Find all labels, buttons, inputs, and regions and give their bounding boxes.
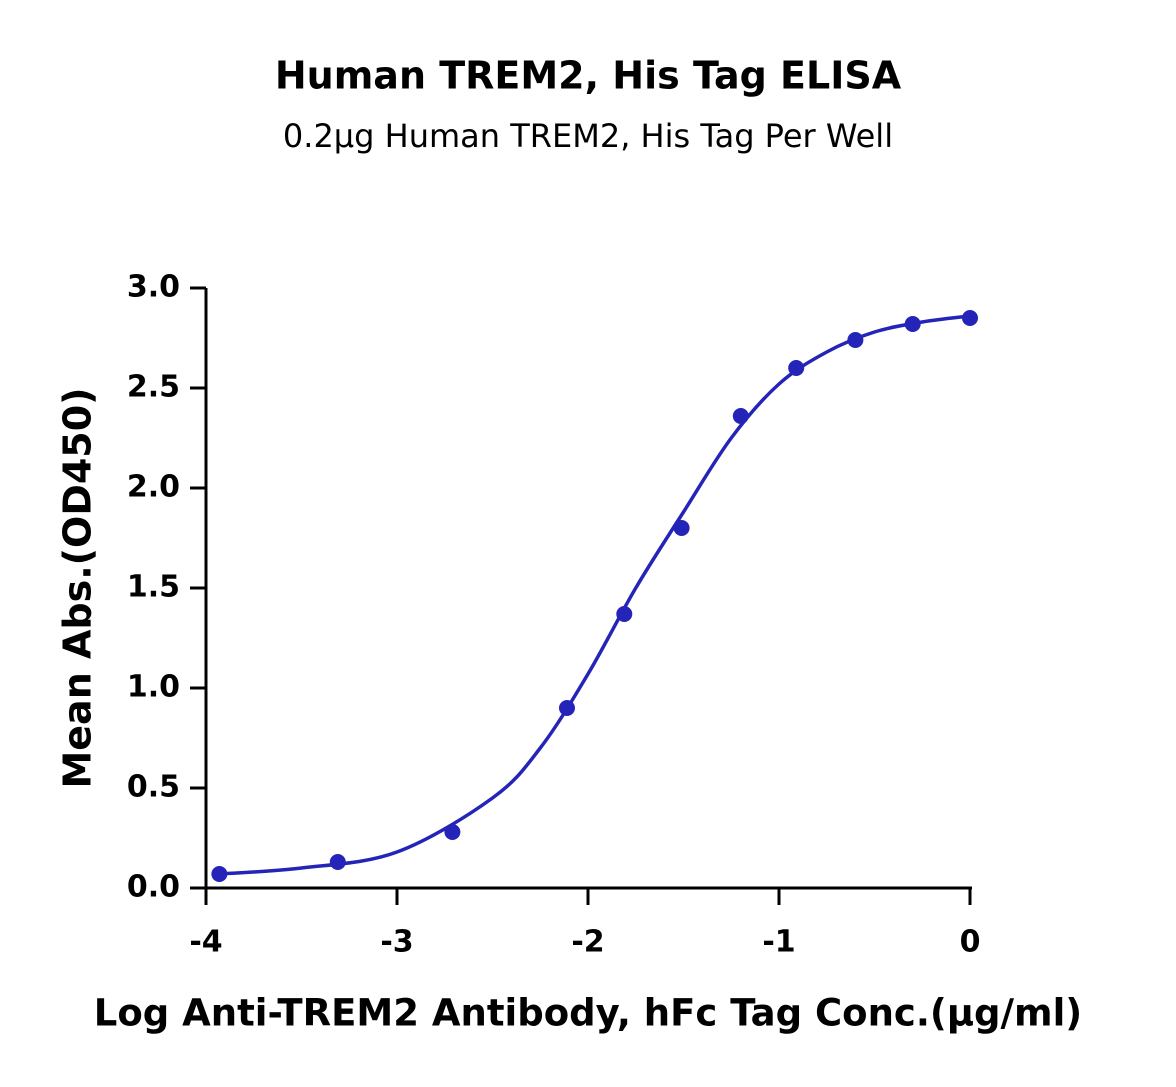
y-tick-label: 1.0: [127, 670, 180, 705]
y-tick-label: 2.0: [127, 470, 180, 505]
data-point: [847, 332, 864, 348]
data-point: [329, 854, 346, 870]
fit-curve: [219, 314, 971, 876]
x-tick-label: -1: [762, 925, 795, 960]
data-point: [904, 316, 921, 332]
chart-subtitle: 0.2µg Human TREM2, His Tag Per Well: [283, 117, 893, 155]
data-point: [444, 824, 461, 840]
y-tick-label: 3.0: [127, 270, 180, 305]
data-point: [211, 866, 228, 882]
y-tick-label: 0.0: [127, 870, 180, 905]
x-tick-label: -2: [571, 925, 604, 960]
y-tick-label: 0.5: [127, 770, 180, 805]
y-axis-label: Mean Abs.(OD450): [56, 387, 100, 788]
y-tick-label: 1.5: [127, 570, 180, 605]
chart-title: Human TREM2, His Tag ELISA: [275, 54, 902, 98]
x-tick-label: -3: [380, 925, 413, 960]
x-tick-label: -4: [189, 925, 222, 960]
data-point: [558, 700, 575, 716]
data-point: [788, 360, 805, 376]
data-point: [673, 520, 690, 536]
data-point: [732, 408, 749, 424]
data-point: [962, 310, 978, 326]
x-tick-label: 0: [960, 925, 981, 960]
x-axis-label: Log Anti-TREM2 Antibody, hFc Tag Conc.(µ…: [94, 992, 1082, 1035]
y-tick-label: 2.5: [127, 370, 180, 405]
data-point: [616, 606, 633, 622]
